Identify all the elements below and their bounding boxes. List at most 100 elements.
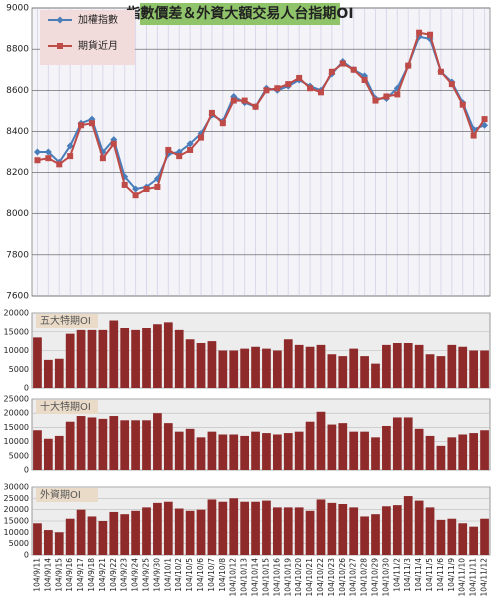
- x-tick-label: 104/11/12: [480, 558, 489, 597]
- bar: [131, 510, 140, 555]
- bar: [251, 431, 260, 470]
- legend-label: 加權指數: [78, 13, 118, 26]
- marker: [198, 134, 205, 141]
- x-tick-label: 104/9/18: [87, 558, 96, 592]
- bar: [153, 502, 162, 555]
- bar: [480, 350, 489, 388]
- bar: [436, 519, 446, 555]
- marker: [448, 81, 455, 88]
- bar: [283, 433, 293, 470]
- bar: [262, 500, 271, 555]
- x-tick-label: 104/10/15: [261, 558, 270, 597]
- marker: [44, 148, 52, 156]
- x-tick-label: 104/9/21: [98, 558, 107, 592]
- x-tick-label: 104/11/11: [469, 558, 478, 597]
- title-box: [140, 3, 340, 25]
- bar: [163, 322, 173, 388]
- bar: [109, 416, 119, 470]
- bar: [43, 530, 53, 555]
- y-tick-label: 8600: [6, 86, 29, 96]
- marker: [154, 183, 161, 190]
- bar: [174, 329, 184, 388]
- x-tick-label: 104/10/14: [251, 558, 260, 597]
- marker: [437, 68, 444, 75]
- bar: [283, 339, 293, 388]
- x-tick-label: 104/10/16: [272, 558, 281, 597]
- bar: [414, 500, 424, 555]
- marker: [252, 103, 259, 110]
- bar: [305, 421, 315, 470]
- marker: [67, 153, 74, 160]
- bar: [283, 507, 293, 555]
- bar: [338, 423, 348, 470]
- marker: [317, 89, 324, 96]
- bar: [425, 507, 435, 555]
- x-tick-label: 104/10/27: [349, 558, 358, 597]
- x-tick-label: 104/10/2: [174, 558, 183, 592]
- bar: [251, 346, 260, 388]
- bar: [425, 354, 435, 388]
- bar: [360, 356, 369, 388]
- marker: [88, 120, 95, 127]
- bar: [316, 344, 326, 388]
- bar: [54, 358, 64, 388]
- y-tick-label: 0: [24, 384, 29, 393]
- bar: [142, 507, 151, 555]
- bar: [240, 501, 250, 555]
- bar: [382, 506, 391, 555]
- bar: [65, 518, 75, 555]
- marker: [350, 66, 357, 73]
- bar: [262, 348, 271, 388]
- bar: [218, 350, 228, 388]
- bar: [294, 507, 304, 555]
- legend-marker: [57, 43, 63, 49]
- bar: [371, 437, 380, 470]
- y-tick-label: 5000: [9, 365, 29, 374]
- bar: [338, 356, 348, 388]
- x-tick-label: 104/10/29: [371, 558, 380, 597]
- bar: [251, 501, 260, 555]
- panel-label-box: [36, 400, 98, 414]
- bar: [153, 413, 162, 470]
- plot-area: [31, 398, 491, 471]
- bar: [185, 428, 195, 470]
- marker: [78, 122, 85, 129]
- bar: [425, 435, 435, 470]
- x-tick-label: 104/9/16: [65, 558, 74, 592]
- marker: [34, 157, 41, 164]
- bar: [392, 343, 402, 388]
- marker: [165, 146, 172, 153]
- x-tick-label: 104/10/1: [163, 558, 172, 592]
- marker: [230, 97, 237, 104]
- bar: [338, 504, 348, 555]
- marker: [99, 155, 106, 162]
- x-tick-label: 104/10/19: [283, 558, 292, 597]
- bar: [371, 514, 380, 555]
- y-tick-label: 15000: [4, 327, 29, 336]
- bar: [43, 359, 53, 388]
- bar: [33, 430, 42, 470]
- y-tick-label: 5000: [9, 539, 29, 548]
- bar: [120, 328, 130, 388]
- panel-label: 十大特期OI: [40, 400, 91, 413]
- bar: [469, 526, 479, 555]
- marker: [219, 120, 226, 127]
- bar: [185, 510, 195, 555]
- y-tick-label: 10000: [4, 528, 29, 537]
- marker: [394, 91, 401, 98]
- marker: [285, 81, 292, 88]
- marker: [187, 146, 194, 153]
- x-tick-label: 104/10/8: [218, 558, 227, 592]
- x-tick-label: 104/9/24: [131, 558, 140, 592]
- marker: [186, 140, 194, 148]
- marker: [132, 185, 140, 193]
- bar: [458, 523, 468, 555]
- panel-label-box: [36, 488, 98, 502]
- bar: [316, 499, 326, 555]
- x-tick-label: 104/9/22: [109, 558, 118, 592]
- bar: [218, 434, 228, 470]
- panel-label-box: [36, 314, 98, 328]
- bar: [142, 328, 151, 388]
- bar: [469, 433, 479, 470]
- marker: [361, 77, 368, 83]
